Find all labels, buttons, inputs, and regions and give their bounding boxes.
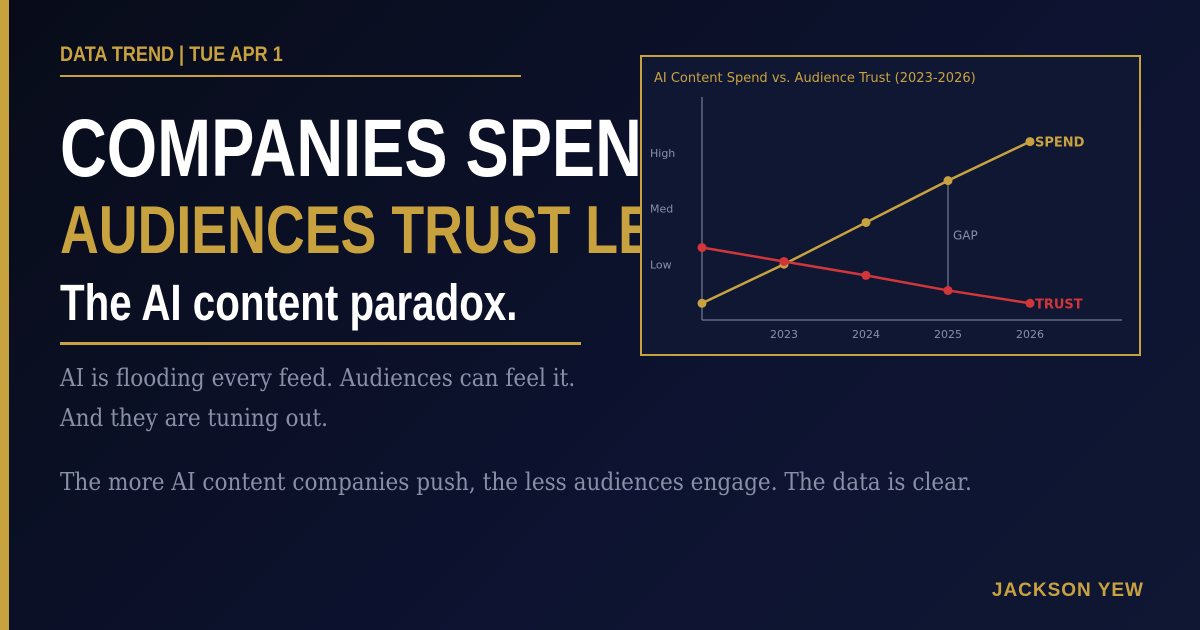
y-tick-group: Low Med High [650, 147, 675, 272]
data-point-trust [1025, 298, 1035, 308]
data-point-trust [943, 285, 953, 295]
data-point-spend [943, 176, 953, 186]
x-tick-label: 2023 [770, 328, 798, 341]
body-line-2: And they are tuning out. [60, 404, 328, 432]
y-tick-label: High [650, 147, 675, 160]
data-point-spend [861, 217, 871, 227]
x-tick-group: 2023 2024 2025 2026 [770, 328, 1044, 341]
author-name: JACKSON YEW [991, 580, 1144, 601]
subheadline: The AI content paradox. [60, 274, 518, 331]
x-tick-label: 2026 [1016, 328, 1044, 341]
data-point-spend [1025, 137, 1035, 147]
gap-label: GAP [953, 229, 978, 243]
headline-line-1: COMPANIES SPEND MORE [60, 103, 640, 194]
data-point-trust [779, 256, 789, 266]
data-point-trust [697, 243, 707, 253]
data-point-trust [861, 270, 871, 280]
series-group: SPEND TRUST [697, 136, 1085, 312]
kicker: DATA TREND | TUE APR 1 [60, 43, 283, 66]
gap-annotation: GAP [947, 180, 978, 291]
series-label-spend: SPEND [1035, 136, 1085, 151]
subhead-divider [60, 342, 581, 345]
headline: COMPANIES SPEND MORE AUDIENCES TRUST LES… [60, 100, 640, 340]
chart-title: AI Content Spend vs. Audience Trust (202… [654, 71, 976, 86]
x-tick-label: 2024 [852, 328, 880, 341]
chart-panel: AI Content Spend vs. Audience Trust (202… [640, 55, 1141, 356]
y-tick-label: Med [650, 203, 673, 216]
y-tick-label: Low [650, 258, 672, 271]
body-line-1: AI is flooding every feed. Audiences can… [60, 364, 576, 392]
accent-bar [0, 0, 9, 630]
x-tick-label: 2025 [934, 328, 962, 341]
headline-line-2: AUDIENCES TRUST LESS [60, 192, 640, 268]
kicker-divider [60, 75, 521, 77]
line-chart: AI Content Spend vs. Audience Trust (202… [650, 71, 1122, 341]
series-label-trust: TRUST [1035, 297, 1083, 312]
data-point-spend [697, 298, 707, 308]
body-line-3: The more AI content companies push, the … [60, 468, 972, 496]
